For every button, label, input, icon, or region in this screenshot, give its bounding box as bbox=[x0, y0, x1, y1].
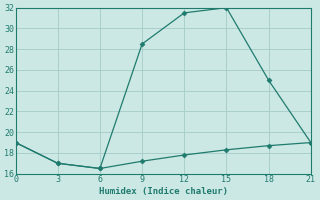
X-axis label: Humidex (Indice chaleur): Humidex (Indice chaleur) bbox=[99, 187, 228, 196]
